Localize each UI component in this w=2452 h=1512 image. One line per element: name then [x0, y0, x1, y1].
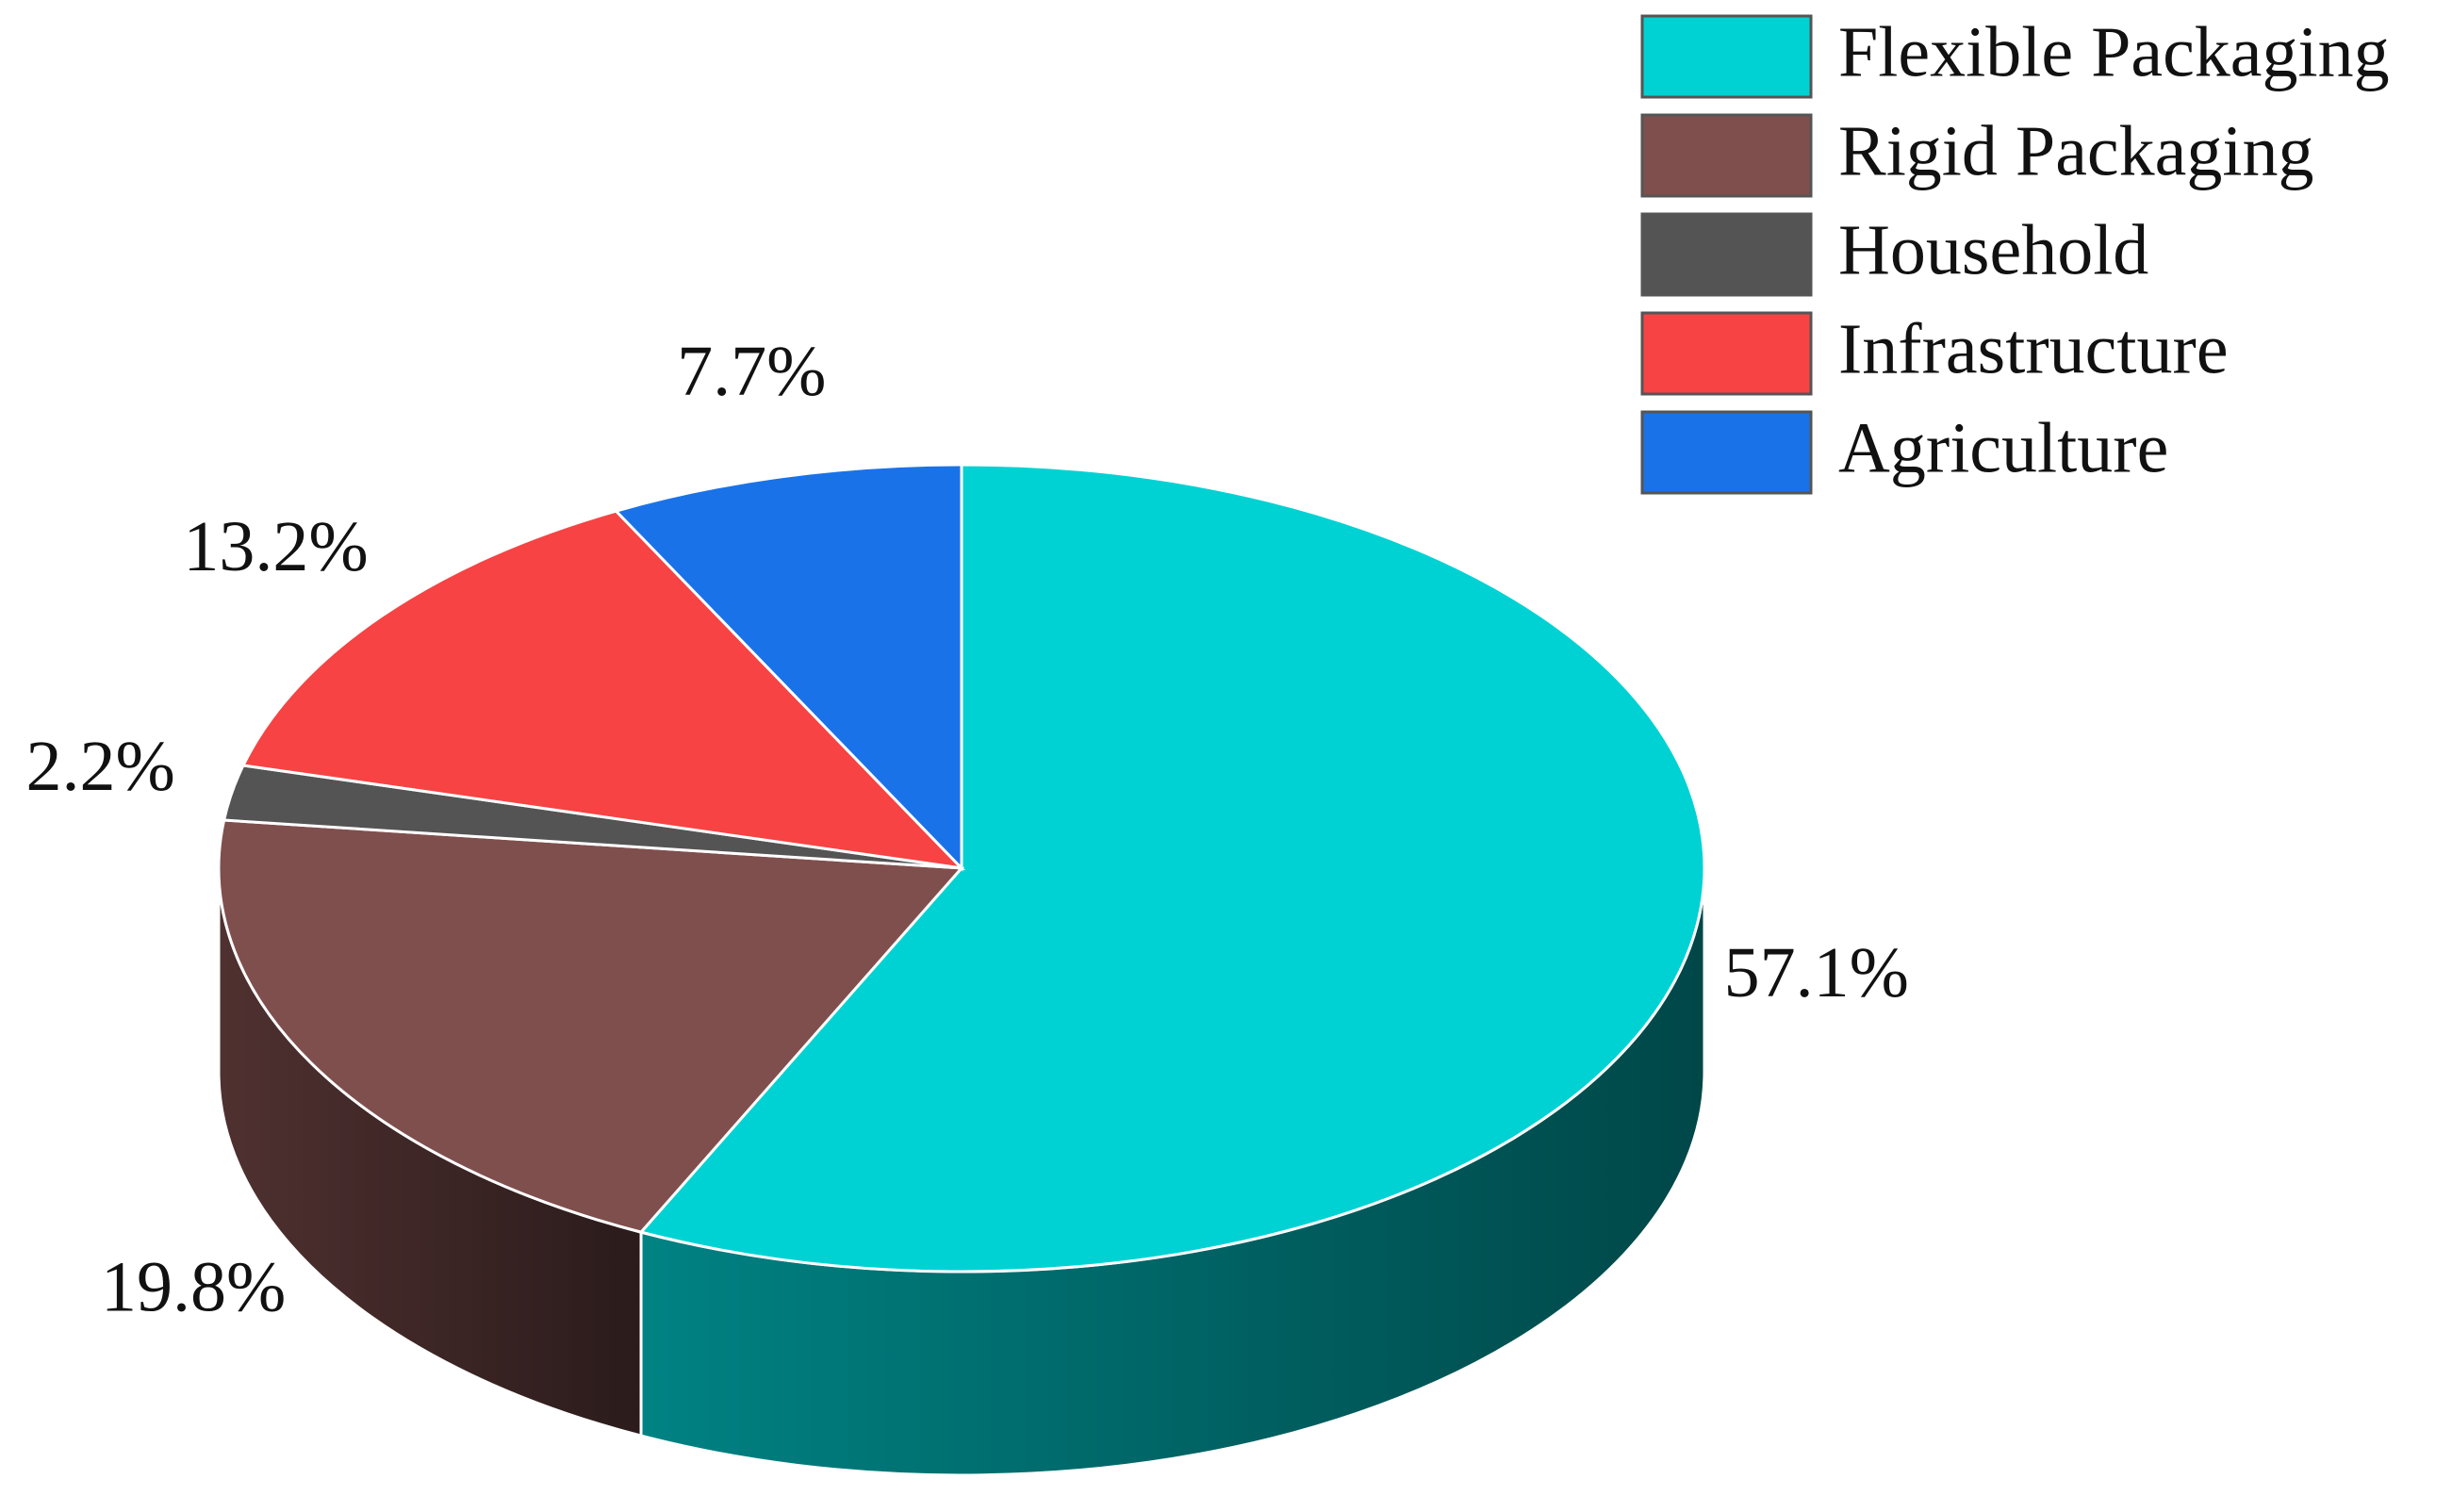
legend-label: Rigid Packaging: [1838, 111, 2314, 190]
legend-swatch: [1640, 212, 1813, 297]
legend-swatch: [1640, 113, 1813, 198]
data-label: 19.8%: [101, 1248, 286, 1327]
pie-slice: [240, 509, 966, 871]
pie-slice: [638, 463, 1706, 1274]
pie-tops: [217, 463, 1706, 1274]
pie-slice: [217, 818, 965, 1234]
data-label: 7.7%: [677, 332, 826, 411]
data-label: 2.2%: [25, 727, 174, 806]
legend-label: Agriculture: [1838, 408, 2168, 487]
data-labels: 57.1% 19.8% 2.2% 13.2% 7.7%: [25, 332, 1908, 1327]
legend-label: Flexible Packaging: [1838, 12, 2390, 91]
data-label: 57.1%: [1724, 933, 1909, 1012]
legend-swatch: [1640, 410, 1813, 495]
data-label: 13.2%: [183, 507, 368, 586]
legend-label: Infrastructure: [1838, 309, 2229, 388]
legend-swatch: [1640, 311, 1813, 396]
legend: Flexible Packaging Rigid Packaging Househo…: [1640, 12, 2390, 495]
pie-slice: [613, 463, 963, 872]
legend-swatch: [1640, 14, 1813, 99]
legend-label: Household: [1838, 210, 2148, 289]
